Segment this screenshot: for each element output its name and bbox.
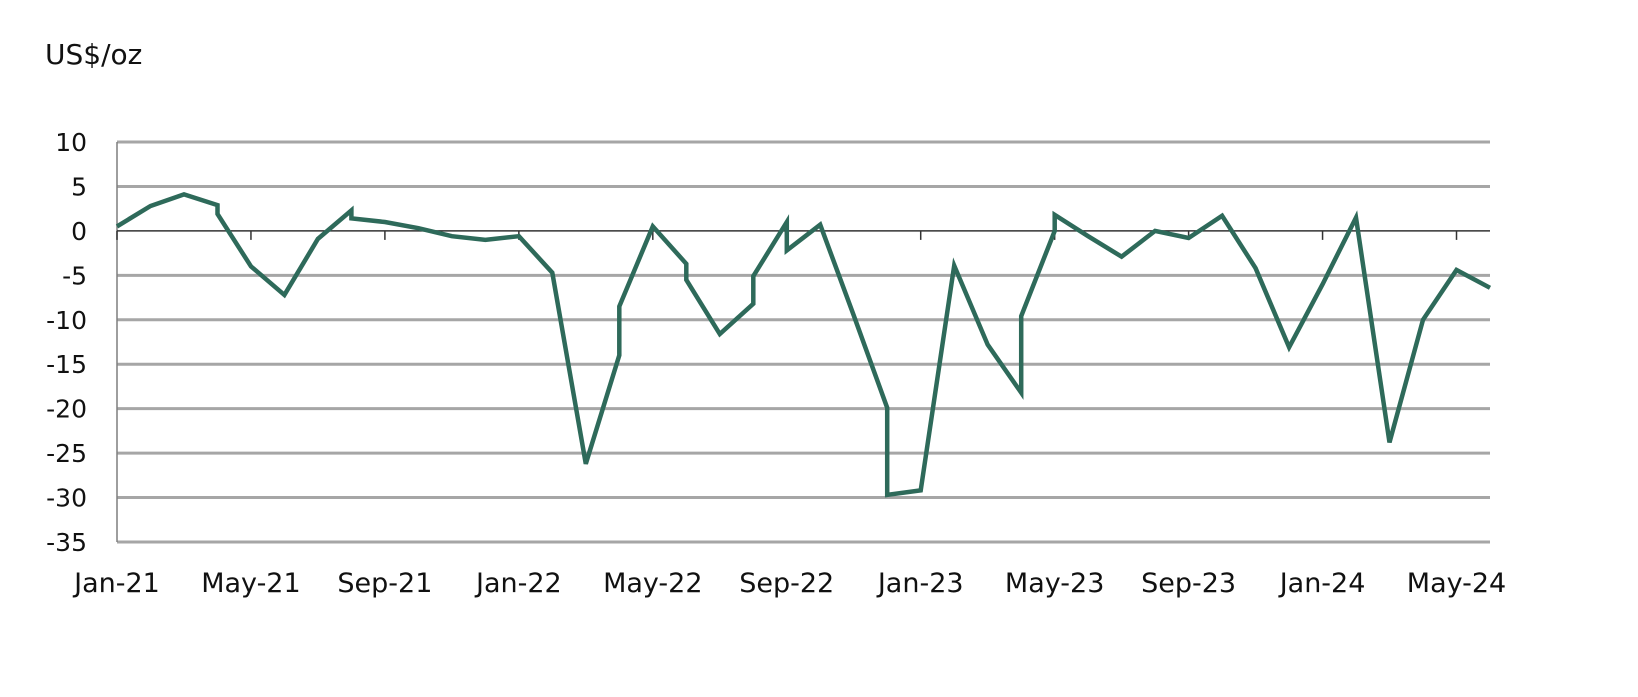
x-tick-label: Sep-23 [1141,568,1236,599]
x-tick-label: May-22 [603,568,702,599]
x-tick-label: May-21 [201,568,300,599]
y-tick-label: -15 [46,350,87,379]
x-tick-label: May-24 [1407,568,1506,599]
series-line [115,192,1492,498]
y-tick-label: 0 [71,217,87,246]
x-tick-label: Sep-21 [337,568,432,599]
y-tick-label: -5 [62,261,87,290]
y-tick-label: -30 [46,484,87,513]
x-tick-label: Jan-21 [72,568,160,599]
y-tick-label: 5 [71,172,87,201]
y-axis-unit-label: US$/oz [45,38,143,71]
x-tick-label: Sep-22 [739,568,834,599]
y-tick-label: 10 [55,128,87,157]
x-tick-label: Jan-23 [876,568,964,599]
y-tick-label: -10 [46,306,87,335]
x-tick-label: May-23 [1005,568,1104,599]
x-tick-label: Jan-22 [474,568,562,599]
y-tick-label: -25 [46,439,87,468]
y-tick-label: -20 [46,395,87,424]
x-tick-label: Jan-24 [1278,568,1366,599]
y-tick-label: -35 [46,528,87,557]
